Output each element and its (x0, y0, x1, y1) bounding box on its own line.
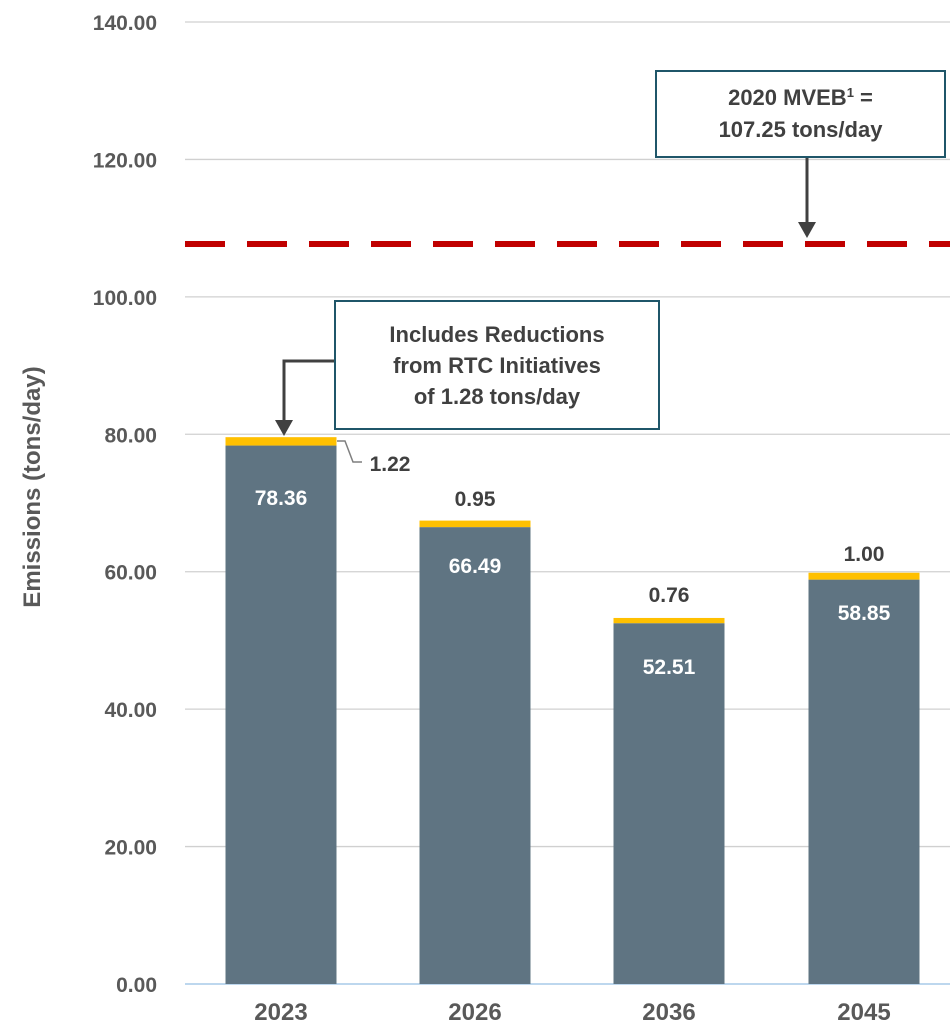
rtc-callout-line-3: of 1.28 tons/day (413, 383, 581, 409)
y-axis-label: Emissions (tons/day) (19, 366, 46, 607)
data-labels: 78.36 66.49 52.51 58.85 1.22 0.95 0.76 1.00 (255, 440, 891, 679)
bar-segment-base (808, 579, 920, 984)
y-tick-label: 0.00 (116, 974, 157, 997)
rtc-arrow-line (282, 359, 334, 422)
reduction-value-label: 1.00 (844, 543, 885, 566)
base-value-label: 58.85 (838, 602, 891, 625)
y-tick-label: 140.00 (93, 12, 157, 35)
mveb-footnote-mark: 1 (846, 85, 854, 100)
reduction-value-label: 0.95 (455, 488, 496, 511)
y-axis-ticks: 0.00 20.00 40.00 60.00 80.00 100.00 120.00 140.… (93, 12, 157, 997)
bar-segment-base (613, 623, 725, 984)
rtc-callout-line-1: Includes Reductions (389, 321, 605, 347)
y-tick-label: 40.00 (104, 699, 157, 722)
y-tick-label: 80.00 (104, 424, 157, 447)
base-value-label: 52.51 (643, 656, 696, 679)
mveb-arrowhead (798, 222, 816, 238)
bar-segment-base (419, 527, 531, 984)
base-value-label: 78.36 (255, 487, 308, 510)
x-category-label: 2045 (837, 999, 890, 1026)
x-axis-categories: 2023 2026 2036 2045 (254, 999, 890, 1026)
x-category-label: 2023 (254, 999, 307, 1026)
reduction-value-label: 1.22 (370, 453, 411, 476)
bar-segment-reduction (419, 520, 531, 528)
bar-series (225, 437, 920, 984)
x-category-label: 2036 (642, 999, 695, 1026)
mveb-callout-line-1: 2020 MVEB1 = (728, 82, 873, 114)
label-leader-line (337, 440, 362, 463)
base-value-label: 66.49 (449, 555, 502, 578)
bar-segment-reduction (808, 572, 920, 580)
y-tick-label: 100.00 (93, 287, 157, 310)
mveb-suffix: = (853, 85, 873, 110)
x-category-label: 2026 (448, 999, 501, 1026)
mveb-callout: 2020 MVEB1 = 107.25 tons/day (655, 70, 946, 158)
y-tick-label: 60.00 (104, 562, 157, 585)
y-tick-label: 20.00 (104, 837, 157, 860)
rtc-arrowhead (275, 420, 293, 436)
mveb-callout-line-2: 107.25 tons/day (718, 117, 883, 142)
rtc-callout-line-2: from RTC Initiatives (393, 352, 601, 378)
bar-segment-reduction (225, 437, 337, 446)
bar-segment-reduction (613, 617, 725, 624)
mveb-prefix: 2020 MVEB (728, 85, 847, 110)
annotation-arrows (275, 158, 816, 436)
y-tick-label: 120.00 (93, 149, 157, 172)
reduction-value-label: 0.76 (649, 584, 690, 607)
rtc-reduction-callout: Includes Reductions from RTC Initiatives… (334, 300, 660, 430)
bar-segment-base (225, 445, 337, 984)
